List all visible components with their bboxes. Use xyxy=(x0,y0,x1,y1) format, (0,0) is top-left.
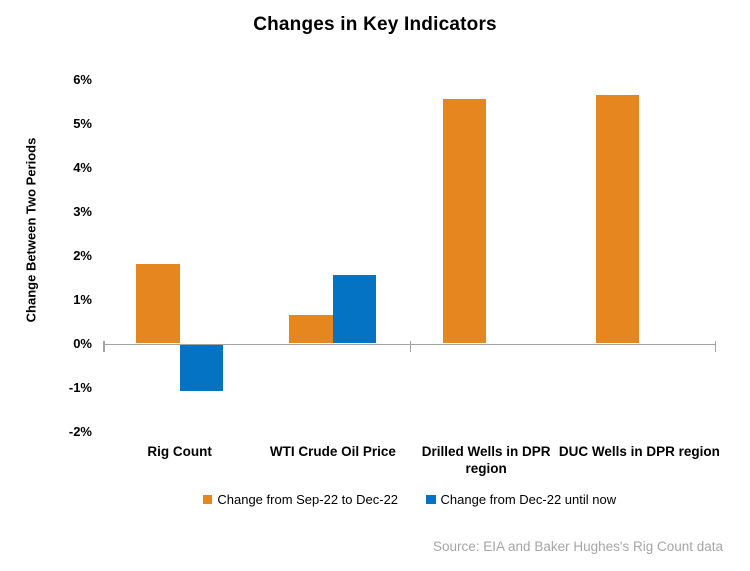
legend-item-blue: Change from Dec-22 until now xyxy=(426,492,616,507)
x-axis-tick xyxy=(103,341,105,352)
bar-blue-1 xyxy=(332,275,377,344)
legend-swatch-icon xyxy=(426,494,436,505)
x-axis-tick xyxy=(714,341,716,352)
y-tick-label: 2% xyxy=(73,247,92,263)
bar-orange-1 xyxy=(289,314,333,344)
source-note: Source: EIA and Baker Hughes's Rig Count… xyxy=(433,539,723,554)
y-tick-label: 5% xyxy=(73,115,92,131)
bar-orange-3 xyxy=(595,94,640,344)
legend-item-orange: Change from Sep-22 to Dec-22 xyxy=(202,492,399,507)
legend-label: Change from Sep-22 to Dec-22 xyxy=(217,492,399,507)
y-tick-label: -2% xyxy=(68,423,92,439)
y-tick-label: 4% xyxy=(73,159,92,175)
y-tick-label: 1% xyxy=(73,291,92,307)
bar-orange-0 xyxy=(136,264,180,344)
x-category-label: Drilled Wells in DPR region xyxy=(421,444,551,476)
legend: Change from Sep-22 to Dec-22 Change from … xyxy=(103,491,716,508)
x-category-label: WTI Crude Oil Price xyxy=(269,444,396,459)
x-category-label: DUC Wells in DPR region xyxy=(558,444,720,459)
legend-label: Change from Dec-22 until now xyxy=(440,492,617,507)
y-tick-label: 0% xyxy=(73,335,92,351)
legend-swatch-icon xyxy=(202,494,213,505)
x-axis-tick xyxy=(409,341,411,352)
bar-orange-2 xyxy=(442,99,487,344)
y-tick-label: 3% xyxy=(73,203,92,219)
y-tick-label: -1% xyxy=(68,379,92,395)
chart-title: Changes in Key Indicators xyxy=(253,14,497,35)
y-tick-label: 6% xyxy=(73,71,92,87)
bar-blue-0 xyxy=(179,345,224,392)
x-category-label: Rig Count xyxy=(147,444,212,459)
